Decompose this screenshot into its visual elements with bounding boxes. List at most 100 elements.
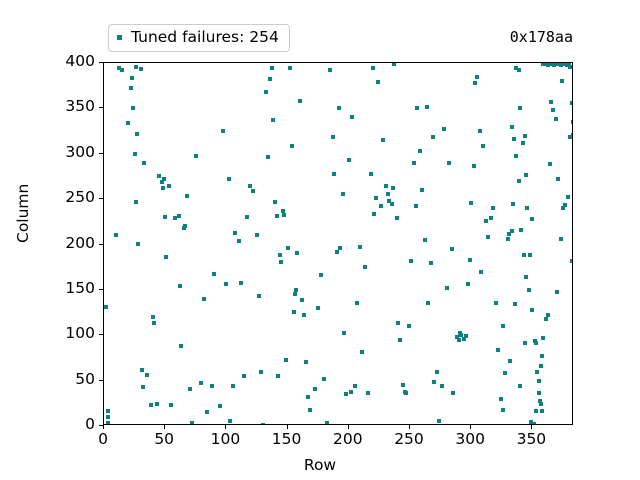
scatter-point (160, 186, 165, 191)
scatter-point (559, 79, 564, 84)
scatter-point (169, 403, 174, 408)
scatter-point (439, 384, 444, 389)
scatter-point (371, 66, 376, 71)
scatter-point (450, 391, 455, 396)
scatter-point (392, 63, 397, 66)
legend-label: Tuned failures: 254 (131, 28, 279, 46)
scatter-point (465, 282, 470, 287)
scatter-point (322, 376, 327, 381)
scatter-point (425, 104, 430, 109)
x-tick-label: 250 (394, 430, 424, 448)
scatter-point (159, 179, 164, 184)
scatter-point (534, 341, 539, 346)
scatter-point (378, 204, 383, 209)
scatter-point (568, 135, 572, 140)
y-tick-mark (99, 425, 103, 426)
scatter-point (554, 289, 559, 294)
scatter-point (198, 381, 203, 386)
scatter-point (523, 340, 528, 345)
scatter-point (116, 66, 121, 71)
x-tick-label: 100 (210, 430, 241, 448)
scatter-point (516, 178, 521, 183)
scatter-point (338, 246, 343, 251)
scatter-point (150, 315, 155, 320)
scatter-point (114, 233, 119, 238)
scatter-point (536, 391, 541, 396)
scatter-point (281, 213, 286, 218)
scatter-point (372, 211, 377, 216)
scatter-point (263, 90, 268, 95)
scatter-point (569, 258, 572, 263)
scatter-point (318, 273, 323, 278)
x-tick-label: 50 (154, 430, 175, 448)
scatter-point (431, 135, 436, 140)
scatter-point (341, 330, 346, 335)
scatter-point (472, 80, 477, 85)
scatter-point (477, 129, 482, 134)
y-tick-label: 50 (75, 369, 95, 388)
scatter-point (531, 422, 536, 424)
scatter-point (556, 177, 561, 182)
scatter-point (493, 301, 498, 306)
x-tick-label: 350 (516, 430, 547, 448)
x-tick-mark (164, 425, 166, 429)
scatter-point (501, 407, 505, 412)
scatter-point (362, 265, 367, 270)
scatter-point (537, 399, 542, 404)
scatter-point (161, 177, 166, 182)
scatter-point (241, 374, 246, 379)
scatter-point (105, 408, 110, 413)
scatter-point (525, 206, 530, 211)
scatter-point (551, 108, 556, 113)
scatter-point (236, 238, 241, 243)
scatter-point (285, 246, 290, 251)
scatter-point (190, 421, 195, 424)
scatter-point (218, 404, 223, 409)
y-tick-mark (99, 107, 103, 109)
y-tick-mark (99, 243, 103, 245)
scatter-point (104, 305, 109, 310)
scatter-point (280, 208, 285, 213)
scatter-point (179, 344, 184, 349)
scatter-point (128, 86, 133, 91)
scatter-point (467, 257, 472, 262)
scatter-point (274, 214, 279, 219)
scatter-point (373, 196, 378, 201)
scatter-point (519, 227, 524, 232)
y-axis-label: Column (14, 183, 32, 243)
scatter-point (509, 228, 514, 233)
scatter-point (330, 134, 335, 139)
scatter-point (538, 364, 543, 369)
scatter-point (543, 316, 548, 321)
scatter-point (295, 250, 300, 255)
scatter-point (232, 230, 237, 235)
scatter-point (459, 333, 464, 338)
scatter-point (507, 231, 512, 236)
scatter-point (505, 237, 510, 242)
scatter-point (508, 358, 513, 363)
scatter-point (420, 188, 425, 193)
y-tick-label: 400 (65, 52, 95, 70)
scatter-point (224, 282, 229, 287)
scatter-point (376, 80, 381, 85)
x-tick-mark (103, 425, 104, 429)
scatter-point (148, 403, 153, 408)
scatter-point (135, 131, 140, 136)
scatter-point (131, 106, 136, 111)
scatter-point (469, 200, 474, 205)
scatter-point (268, 77, 273, 82)
scatter-point (491, 206, 496, 211)
scatter-point (404, 391, 409, 396)
scatter-point (449, 247, 454, 252)
scatter-point (422, 237, 427, 242)
scatter-point (204, 410, 209, 415)
y-tick-label: 200 (65, 233, 95, 252)
scatter-point (536, 378, 541, 383)
scatter-point (398, 337, 403, 342)
scatter-point (383, 184, 388, 189)
scatter-point (130, 75, 135, 80)
scatter-point (471, 163, 476, 168)
scatter-point (138, 67, 143, 72)
scatter-point (279, 259, 284, 264)
scatter-point (352, 384, 357, 389)
